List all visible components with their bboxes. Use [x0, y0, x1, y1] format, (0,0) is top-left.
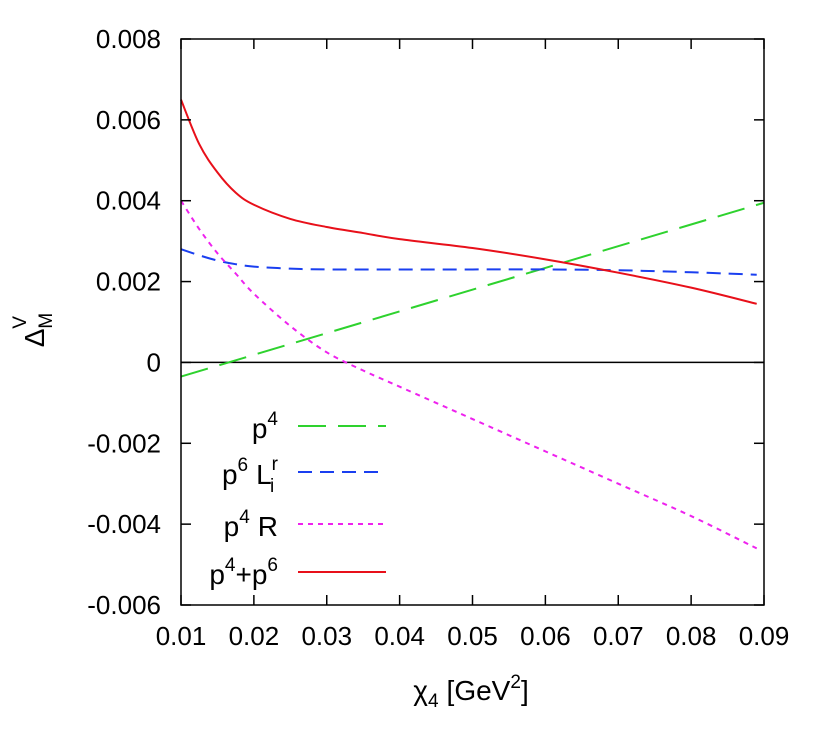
legend-entry-p4: p4 [252, 409, 386, 444]
legend-p4R-a-sup: 4 [239, 507, 250, 528]
legend-p4R-b: R [258, 511, 278, 542]
legend-p6Lr-a-sup: 6 [238, 455, 249, 476]
legend-entry-p4R: p4 R [224, 507, 386, 542]
legend-entry-p6Lr: p6 Lr i [222, 454, 386, 497]
svg-text:p4: p4 [252, 409, 279, 444]
series-line-p4R [180, 200, 758, 550]
y-tick-label: -0.002 [87, 428, 161, 458]
x-axis-title-post: ] [521, 675, 529, 706]
x-tick-label: 0.04 [374, 621, 425, 651]
y-axis-title-sup: V [10, 316, 31, 329]
x-axis-title-sup: 2 [510, 672, 521, 693]
svg-text:ΔMV: ΔMV [10, 313, 57, 348]
legend-p4p6-a-sup: 4 [225, 555, 236, 576]
y-tick-label: 0.002 [96, 267, 161, 297]
y-tick-label: 0.006 [96, 105, 161, 135]
x-tick-label: 0.05 [447, 621, 498, 651]
y-axis-title-sub: M [36, 313, 57, 329]
x-axis-title-main: χ [413, 675, 428, 706]
y-tick-label: -0.006 [87, 590, 161, 620]
x-tick-label: 0.02 [229, 621, 280, 651]
series-line-p4 [180, 201, 765, 378]
legend-p4p6-b: +p [235, 559, 267, 590]
x-axis-title-unit: [GeV [447, 675, 511, 706]
ticks-layer: 0.01 0.02 0.03 0.04 0.05 0.06 0.07 0.08 0.09 -0.0… [87, 24, 789, 651]
y-axis-title-main: Δ [19, 329, 50, 348]
legend-p4-a-sup: 4 [267, 409, 278, 430]
y-tick-label: -0.004 [87, 509, 161, 539]
legend-entry-p4p6: p4+p6 [209, 555, 386, 590]
legend: p4 p6 Lr i p4 R p4+p6 [209, 409, 386, 590]
series-line-p4p6 [180, 99, 757, 305]
legend-p4-a: p [252, 413, 268, 444]
series-line-p6Lr [180, 248, 757, 276]
y-axis-title: ΔMV [10, 313, 57, 348]
y-tick-label: 0 [147, 347, 161, 377]
x-tick-label: 0.08 [666, 621, 717, 651]
x-tick-label: 0.06 [520, 621, 571, 651]
x-axis-title-sub: 4 [428, 691, 439, 712]
legend-p4p6-b-sup: 6 [267, 555, 278, 576]
legend-p6Lr-a: p [222, 459, 238, 490]
x-tick-label: 0.07 [593, 621, 644, 651]
series-layer [180, 99, 765, 550]
legend-p6Lr-b-sup: r [272, 454, 279, 475]
x-tick-label: 0.01 [156, 621, 207, 651]
x-axis-title: χ4 [GeV2] [413, 672, 528, 712]
legend-p6Lr-b-sub: i [270, 476, 274, 497]
legend-p4p6-a: p [209, 559, 225, 590]
x-tick-label: 0.09 [739, 621, 790, 651]
svg-text:p4+p6: p4+p6 [209, 555, 278, 590]
legend-p6Lr-b: L [256, 459, 272, 490]
svg-text:p4R: p4 R [224, 507, 278, 542]
y-tick-label: 0.004 [96, 186, 161, 216]
legend-p4R-a: p [224, 511, 240, 542]
y-tick-label: 0.008 [96, 24, 161, 54]
x-tick-label: 0.03 [301, 621, 352, 651]
